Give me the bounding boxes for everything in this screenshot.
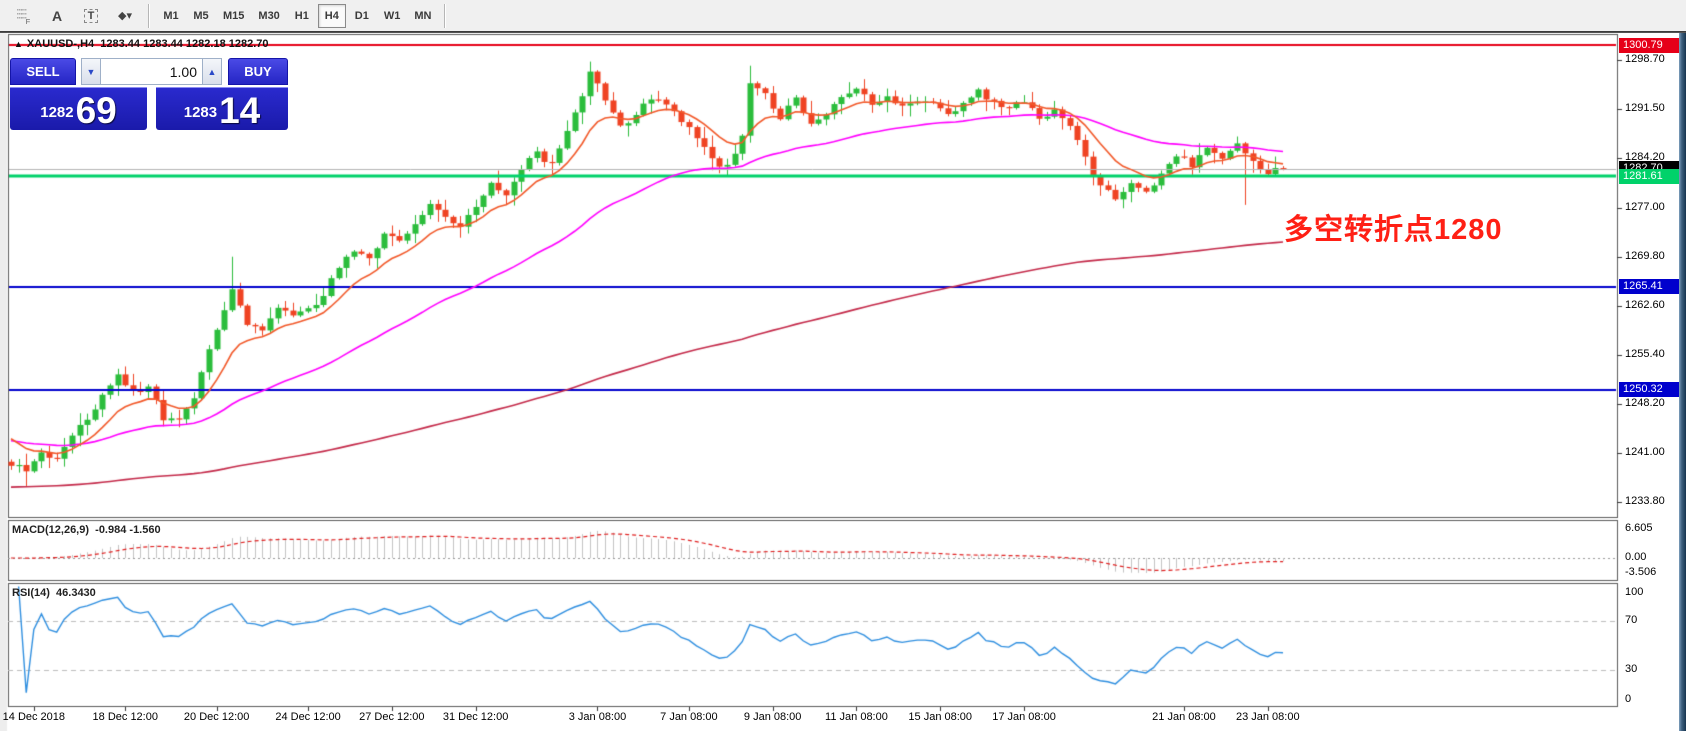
price-axis-tick: 1248.20 <box>1625 397 1665 410</box>
price-axis-tick: 1233.80 <box>1625 495 1665 508</box>
time-axis-tick: 27 Dec 12:00 <box>359 711 425 723</box>
time-axis-tick: 11 Jan 08:00 <box>825 711 888 723</box>
sell-button[interactable]: SELL <box>10 58 76 85</box>
time-axis-tick: 23 Jan 08:00 <box>1235 711 1300 723</box>
price-axis-tick: 1298.70 <box>1625 52 1665 65</box>
sell-price-pips: 69 <box>75 90 117 131</box>
triangle-up-icon: ▲ <box>14 39 23 49</box>
time-axis-tick: 3 Jan 08:00 <box>568 711 627 723</box>
time-axis-tick: 24 Dec 12:00 <box>275 711 341 723</box>
price-level-badge: 1250.32 <box>1619 382 1679 398</box>
buy-price-main: 1283 <box>183 104 218 121</box>
macd-name: MACD(12,26,9) <box>12 524 90 536</box>
price-axis-tick: 1277.00 <box>1625 200 1665 213</box>
time-axis-tick: 7 Jan 08:00 <box>660 711 718 723</box>
time-axis-tick: 14 Dec 2018 <box>2 711 66 723</box>
time-axis-tick: 9 Jan 08:00 <box>743 711 802 723</box>
price-axis-tick: 1241.00 <box>1625 446 1665 459</box>
buy-price-display[interactable]: 1283 14 <box>156 87 288 130</box>
buy-price-pips: 14 <box>219 90 261 131</box>
window-frame-edge <box>1679 33 1686 731</box>
rsi-axis-tick: 0 <box>1625 693 1632 705</box>
macd-indicator-label: MACD(12,26,9) -0.984 -1.560 <box>12 524 161 536</box>
macd-axis-tick: 6.605 <box>1625 522 1653 534</box>
rsi-name: RSI(14) <box>12 587 50 599</box>
macd-axis-tick: -3.506 <box>1625 566 1657 578</box>
chart-text-annotation: 多空转折点1280 <box>1284 214 1503 246</box>
rsi-current-value: 46.3430 <box>56 587 96 599</box>
triangle-down-icon: ▼ <box>86 66 96 77</box>
rsi-axis-tick: 100 <box>1625 586 1644 598</box>
price-level-badge: 1265.41 <box>1619 279 1679 295</box>
price-axis-tick: 1262.60 <box>1625 298 1665 311</box>
symbol-timeframe: XAUUSD-,H4 <box>26 38 95 50</box>
price-axis-tick: 1255.40 <box>1625 347 1665 360</box>
price-axis-tick: 1291.50 <box>1625 101 1665 114</box>
time-axis-tick: 17 Jan 08:00 <box>992 711 1056 723</box>
macd-current-values: -0.984 -1.560 <box>95 524 161 536</box>
time-axis-tick: 31 Dec 12:00 <box>442 711 509 723</box>
price-level-badge: 1281.61 <box>1619 168 1679 184</box>
macd-axis-tick: 0.00 <box>1625 551 1647 563</box>
volume-spinner: ▼ ▲ <box>81 58 222 85</box>
price-level-badge: 1300.79 <box>1619 37 1679 53</box>
one-click-trading-panel: SELL ▼ ▲ BUY 1282 69 1283 14 <box>10 58 288 130</box>
rsi-axis-tick: 30 <box>1625 663 1638 675</box>
volume-decrease-button[interactable]: ▼ <box>81 58 101 85</box>
volume-increase-button[interactable]: ▲ <box>202 58 222 85</box>
price-axis-tick: 1284.20 <box>1625 151 1665 164</box>
buy-button[interactable]: BUY <box>228 58 288 85</box>
rsi-indicator-label: RSI(14) 46.3430 <box>12 587 96 599</box>
sell-price-main: 1282 <box>40 104 74 121</box>
triangle-up-icon: ▲ <box>207 66 217 77</box>
chart-symbol-title: ▲ XAUUSD-,H4 1283.44 1283.44 1282.18 1282… <box>14 38 269 50</box>
volume-input[interactable] <box>101 58 202 85</box>
price-axis-tick: 1269.80 <box>1625 249 1665 262</box>
time-axis-tick: 15 Jan 08:00 <box>908 711 973 723</box>
time-axis-tick: 20 Dec 12:00 <box>183 711 250 723</box>
ohlc-values: 1283.44 1283.44 1282.18 1282.70 <box>100 38 269 50</box>
time-axis-tick: 18 Dec 12:00 <box>92 711 158 723</box>
rsi-axis-tick: 70 <box>1625 614 1638 626</box>
time-axis-tick: 21 Jan 08:00 <box>1152 711 1216 723</box>
sell-price-display[interactable]: 1282 69 <box>10 87 147 130</box>
